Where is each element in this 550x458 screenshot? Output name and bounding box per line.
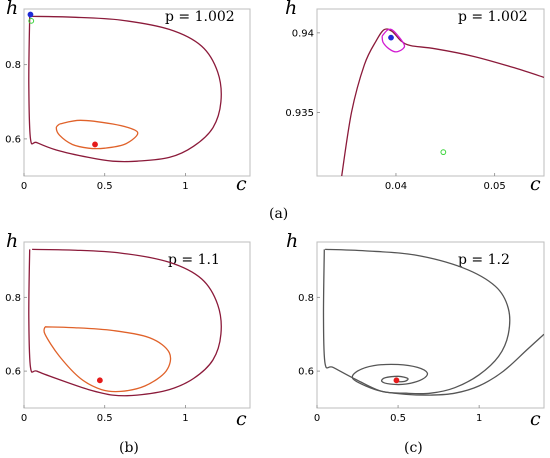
y-tick-label: 0.8 bbox=[5, 60, 21, 71]
panel-top-left: h c p = 1.002 0 0.5 1 0.6 0.8 bbox=[5, 0, 251, 195]
series-line-1 bbox=[55, 119, 139, 150]
series-line-1 bbox=[381, 28, 406, 53]
caption-c: (c) bbox=[404, 440, 423, 456]
x-tick-label: 0.04 bbox=[385, 181, 407, 192]
xlabel-c: c bbox=[530, 173, 541, 195]
series-line-0 bbox=[28, 248, 222, 397]
panel-bottom-right: h c p = 1.2 0 0.5 1 0.6 0.8 bbox=[286, 230, 545, 430]
x-tick-label: 0.5 bbox=[97, 181, 113, 192]
series-line-0 bbox=[322, 248, 511, 395]
plot-frame bbox=[23, 241, 251, 409]
param-label: p = 1.002 bbox=[458, 9, 528, 25]
x-tick-label: 0 bbox=[21, 181, 27, 192]
y-tick-label: 0.6 bbox=[5, 367, 21, 378]
series-line-0 bbox=[28, 15, 222, 163]
param-label: p = 1.1 bbox=[168, 252, 220, 268]
xlabel-c: c bbox=[236, 173, 247, 195]
y-tick-label: 0.6 bbox=[298, 367, 314, 378]
plot-frame bbox=[316, 241, 545, 409]
series-line-0 bbox=[341, 28, 544, 176]
series-line-1 bbox=[351, 333, 544, 396]
panel-bottom-left: h c p = 1.1 0 0.5 1 0.6 0.8 bbox=[5, 230, 251, 430]
caption-a: (a) bbox=[269, 206, 288, 222]
data-point-1 bbox=[440, 149, 447, 156]
x-tick-label: 0 bbox=[21, 413, 27, 424]
ylabel-h: h bbox=[6, 0, 18, 19]
panel-top-right: h c p = 1.002 0.04 0.05 0.935 0.94 bbox=[285, 0, 545, 195]
data-point-2 bbox=[28, 17, 35, 24]
y-tick-label: 0.8 bbox=[5, 293, 21, 304]
xlabel-c: c bbox=[530, 408, 541, 430]
y-tick-label: 0.8 bbox=[298, 293, 314, 304]
y-tick-label: 0.6 bbox=[5, 134, 21, 145]
x-tick-label: 0.05 bbox=[484, 181, 506, 192]
x-tick-label: 1 bbox=[476, 413, 482, 424]
series-line-1 bbox=[43, 326, 172, 393]
ylabel-h: h bbox=[285, 0, 297, 19]
data-point-0 bbox=[388, 34, 394, 41]
data-point-0 bbox=[92, 141, 98, 148]
data-point-1 bbox=[27, 11, 34, 18]
x-tick-label: 0.5 bbox=[390, 413, 406, 424]
plot-frame bbox=[23, 8, 251, 177]
data-point-0 bbox=[96, 377, 103, 384]
x-tick-label: 0 bbox=[314, 413, 320, 424]
x-tick-label: 0.5 bbox=[97, 413, 113, 424]
caption-b: (b) bbox=[119, 440, 139, 456]
plot-frame bbox=[316, 8, 545, 177]
x-tick-label: 1 bbox=[182, 181, 188, 192]
y-tick-label: 0.94 bbox=[292, 28, 314, 39]
xlabel-c: c bbox=[236, 408, 247, 430]
y-tick-label: 0.935 bbox=[285, 108, 314, 119]
param-label: p = 1.2 bbox=[458, 252, 510, 268]
x-tick-label: 1 bbox=[182, 413, 188, 424]
ylabel-h: h bbox=[6, 230, 18, 252]
ylabel-h: h bbox=[286, 230, 298, 252]
param-label: p = 1.002 bbox=[165, 9, 235, 25]
data-point-0 bbox=[393, 377, 400, 384]
